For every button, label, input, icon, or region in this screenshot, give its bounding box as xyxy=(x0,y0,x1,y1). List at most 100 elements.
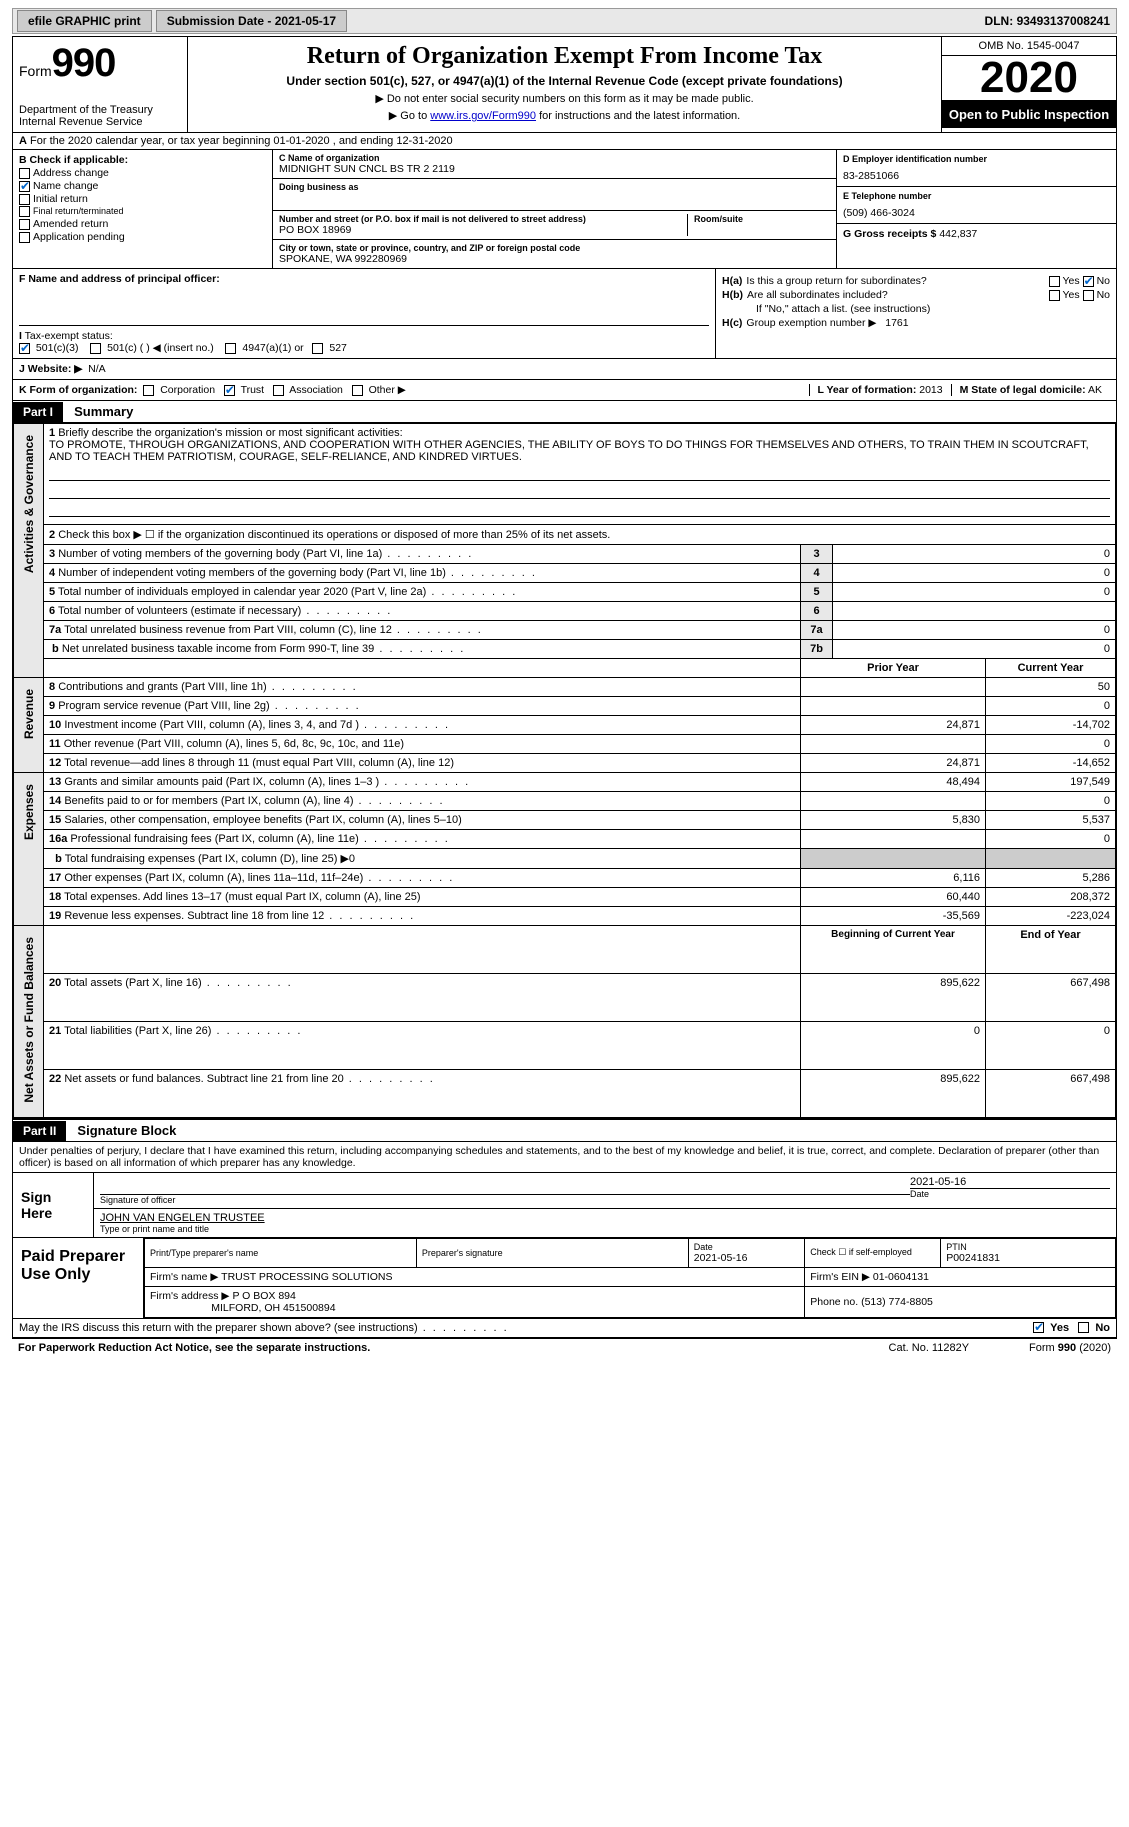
form-footer: Form 990 (2020) xyxy=(1029,1342,1111,1354)
form-number: Form990 xyxy=(19,41,181,86)
hc-label: Group exemption number ▶ xyxy=(746,317,876,329)
street-label: Number and street (or P.O. box if mail i… xyxy=(279,214,687,224)
line2: Check this box ▶ ☐ if the organization d… xyxy=(58,529,610,541)
domicile: AK xyxy=(1088,384,1102,396)
side-expenses: Expenses xyxy=(20,776,38,848)
hb-no[interactable] xyxy=(1083,290,1094,301)
val-7b: 0 xyxy=(833,640,1116,659)
street: PO BOX 18969 xyxy=(279,224,687,236)
box-fh: F Name and address of principal officer:… xyxy=(12,269,1117,359)
part-2: Part II Signature Block Under penalties … xyxy=(12,1119,1117,1173)
form-note2: ▶ Go to www.irs.gov/Form990 for instruct… xyxy=(194,109,935,122)
side-net: Net Assets or Fund Balances xyxy=(20,929,38,1111)
side-governance: Activities & Governance xyxy=(20,427,38,581)
part2-bar: Part II xyxy=(13,1121,66,1141)
check-address[interactable]: Address change xyxy=(19,167,266,179)
ein-label: D Employer identification number xyxy=(843,154,1110,164)
ha-label: Is this a group return for subordinates? xyxy=(746,275,1048,287)
phone-label: E Telephone number xyxy=(843,191,1110,201)
tax-year: 2020 xyxy=(942,56,1116,101)
mission-q: Briefly describe the organization's miss… xyxy=(58,427,402,439)
hb-label: Are all subordinates included? xyxy=(747,289,1049,301)
form-note1: ▶ Do not enter social security numbers o… xyxy=(194,92,935,105)
val-5: 0 xyxy=(833,583,1116,602)
gross-receipts-label: G Gross receipts $ xyxy=(843,228,936,240)
dba-label: Doing business as xyxy=(279,182,830,192)
hb-note: If "No," attach a list. (see instruction… xyxy=(756,303,930,315)
check-final[interactable]: Final return/terminated xyxy=(19,206,266,217)
hdr-curr: Current Year xyxy=(986,659,1116,678)
irs-link[interactable]: www.irs.gov/Form990 xyxy=(430,110,536,122)
city: SPOKANE, WA 992280969 xyxy=(279,253,830,265)
firm-ein: 01-0604131 xyxy=(873,1271,929,1283)
check-assoc[interactable] xyxy=(273,385,284,396)
gross-receipts: 442,837 xyxy=(939,228,977,240)
val-4: 0 xyxy=(833,564,1116,583)
efile-button[interactable]: efile GRAPHIC print xyxy=(17,10,152,32)
phone: (509) 466-3024 xyxy=(843,207,1110,219)
sign-here: Sign Here Signature of officer 2021-05-1… xyxy=(12,1173,1117,1238)
firm-name: TRUST PROCESSING SOLUTIONS xyxy=(221,1271,392,1283)
year-formation: 2013 xyxy=(919,384,942,396)
part1-bar: Part I xyxy=(13,402,63,422)
part1-title: Summary xyxy=(66,401,141,422)
firm-addr: MILFORD, OH 451500894 xyxy=(211,1302,335,1314)
signer-name: JOHN VAN ENGELEN TRUSTEE xyxy=(100,1212,1110,1224)
form-subtitle: Under section 501(c), 527, or 4947(a)(1)… xyxy=(194,74,935,88)
val-6 xyxy=(833,602,1116,621)
hb-yes[interactable] xyxy=(1049,290,1060,301)
hdr-prior: Prior Year xyxy=(801,659,986,678)
check-name-change[interactable]: Name change xyxy=(19,180,266,192)
part-1: Part I Summary Activities & Governance 1… xyxy=(12,401,1117,1119)
city-label: City or town, state or province, country… xyxy=(279,243,830,253)
paid-preparer: Paid Preparer Use Only Print/Type prepar… xyxy=(12,1238,1117,1319)
org-name: MIDNIGHT SUN CNCL BS TR 2 2119 xyxy=(279,163,830,175)
website: N/A xyxy=(88,363,106,375)
tax-exempt-label: Tax-exempt status: xyxy=(25,330,113,342)
discuss-yes[interactable] xyxy=(1033,1322,1044,1333)
dept-label: Department of the Treasury Internal Reve… xyxy=(19,104,181,128)
form-header: Form990 Department of the Treasury Inter… xyxy=(12,36,1117,133)
room-label: Room/suite xyxy=(694,214,830,224)
box-b-title: B Check if applicable: xyxy=(19,154,128,166)
check-initial[interactable]: Initial return xyxy=(19,193,266,205)
val-7a: 0 xyxy=(833,621,1116,640)
check-501c3[interactable] xyxy=(19,343,30,354)
mission-text: TO PROMOTE, THROUGH ORGANIZATIONS, AND C… xyxy=(49,439,1089,463)
part2-title: Signature Block xyxy=(69,1120,184,1141)
check-501c[interactable] xyxy=(90,343,101,354)
box-f-label: F Name and address of principal officer: xyxy=(19,273,220,285)
top-toolbar: efile GRAPHIC print Submission Date - 20… xyxy=(12,8,1117,34)
open-public-label: Open to Public Inspection xyxy=(942,101,1116,128)
sign-date: 2021-05-16 xyxy=(910,1176,1110,1188)
ptin: P00241831 xyxy=(946,1252,1000,1264)
hdr-beg: Beginning of Current Year xyxy=(801,926,986,974)
check-amended[interactable]: Amended return xyxy=(19,218,266,230)
check-application[interactable]: Application pending xyxy=(19,231,266,243)
submission-date-button: Submission Date - 2021-05-17 xyxy=(156,10,347,32)
firm-phone: (513) 774-8805 xyxy=(861,1296,933,1308)
discuss-no[interactable] xyxy=(1078,1322,1089,1333)
page-footer: For Paperwork Reduction Act Notice, see … xyxy=(12,1338,1117,1357)
line-k: K Form of organization: Corporation Trus… xyxy=(12,380,1117,401)
line-a: A For the 2020 calendar year, or tax yea… xyxy=(12,133,1117,150)
ein: 83-2851066 xyxy=(843,170,1110,182)
side-revenue: Revenue xyxy=(20,681,38,747)
hc-val: 1761 xyxy=(885,317,908,329)
check-4947[interactable] xyxy=(225,343,236,354)
check-other[interactable] xyxy=(352,385,363,396)
ha-no[interactable] xyxy=(1083,276,1094,287)
form-title: Return of Organization Exempt From Incom… xyxy=(194,43,935,70)
ha-yes[interactable] xyxy=(1049,276,1060,287)
header-box: B Check if applicable: Address change Na… xyxy=(12,150,1117,269)
check-527[interactable] xyxy=(312,343,323,354)
val-3: 0 xyxy=(833,545,1116,564)
sig-declaration: Under penalties of perjury, I declare th… xyxy=(13,1142,1116,1172)
hdr-end: End of Year xyxy=(986,926,1116,974)
check-trust[interactable] xyxy=(224,385,235,396)
org-name-label: C Name of organization xyxy=(279,153,830,163)
line-j: J Website: ▶ N/A xyxy=(12,359,1117,380)
discuss-row: May the IRS discuss this return with the… xyxy=(12,1319,1117,1338)
check-corp[interactable] xyxy=(143,385,154,396)
dln: DLN: 93493137008241 xyxy=(985,14,1110,28)
